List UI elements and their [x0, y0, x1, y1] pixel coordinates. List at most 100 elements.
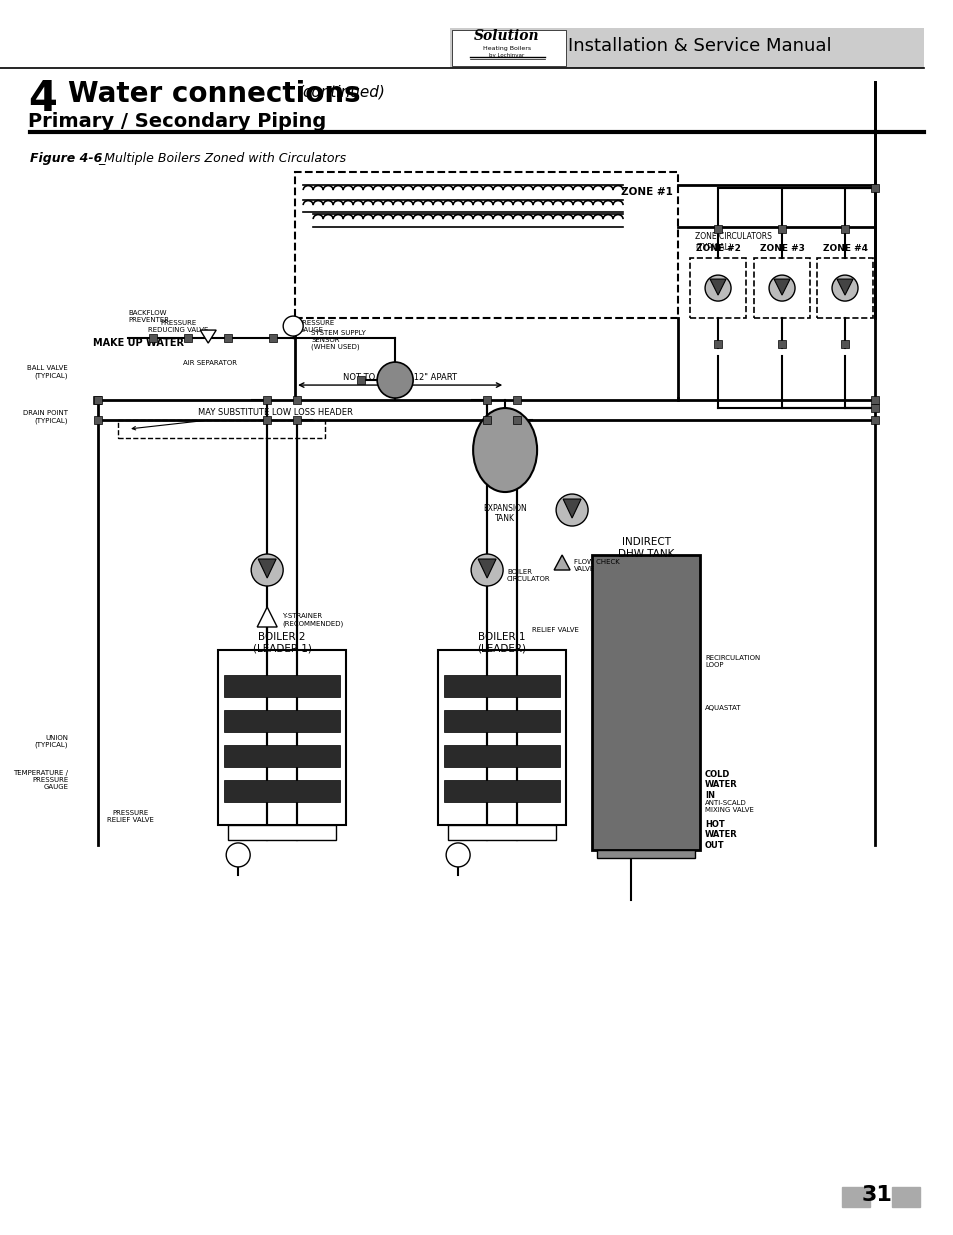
Bar: [224, 781, 340, 802]
Polygon shape: [836, 279, 852, 295]
Bar: [294, 172, 678, 319]
Bar: [597, 850, 695, 858]
Text: ZONE #1: ZONE #1: [620, 188, 673, 198]
Text: SYSTEM SUPPLY
SENSOR
(WHEN USED): SYSTEM SUPPLY SENSOR (WHEN USED): [311, 330, 366, 351]
Bar: [437, 650, 565, 825]
Text: PRESSURE
GAUGE: PRESSURE GAUGE: [298, 320, 335, 333]
Bar: [713, 340, 721, 348]
Text: INDIRECT
DHW TANK: INDIRECT DHW TANK: [618, 537, 674, 558]
Bar: [94, 396, 102, 404]
Text: 31: 31: [861, 1184, 891, 1205]
Bar: [841, 340, 848, 348]
Bar: [452, 30, 565, 67]
Bar: [870, 396, 878, 404]
Text: UNION
(TYPICAL): UNION (TYPICAL): [34, 735, 69, 748]
Text: RECIRCULATION
LOOP: RECIRCULATION LOOP: [704, 655, 760, 668]
Bar: [444, 710, 559, 732]
Circle shape: [446, 844, 470, 867]
Bar: [218, 650, 346, 825]
Bar: [149, 335, 157, 342]
Bar: [841, 225, 848, 233]
Text: NOT TO EXCEED 12" APART: NOT TO EXCEED 12" APART: [343, 373, 456, 382]
Text: BOILER
CIRCULATOR: BOILER CIRCULATOR: [507, 568, 550, 582]
Circle shape: [471, 555, 502, 587]
Bar: [356, 377, 365, 384]
Text: ZONE #3: ZONE #3: [759, 245, 803, 253]
Text: COLD
WATER
IN: COLD WATER IN: [704, 769, 737, 800]
Text: Y-STRAINER
(RECOMMENDED): Y-STRAINER (RECOMMENDED): [282, 614, 343, 626]
Bar: [870, 184, 878, 193]
Bar: [689, 258, 745, 319]
Polygon shape: [562, 499, 580, 517]
Polygon shape: [554, 555, 570, 571]
Text: BOILER 1
(LEADER): BOILER 1 (LEADER): [477, 632, 526, 653]
Text: BACKFLOW
PREVENTER: BACKFLOW PREVENTER: [128, 310, 169, 324]
Text: BOILER 2
(LEADER 1): BOILER 2 (LEADER 1): [253, 632, 312, 653]
Bar: [870, 404, 878, 412]
Bar: [778, 225, 785, 233]
Text: _Multiple Boilers Zoned with Circulators: _Multiple Boilers Zoned with Circulators: [98, 152, 346, 165]
Polygon shape: [477, 559, 496, 578]
Circle shape: [283, 316, 303, 336]
Bar: [224, 676, 340, 697]
Bar: [778, 340, 785, 348]
Circle shape: [704, 275, 730, 301]
Text: FLOW CHECK
VALVE: FLOW CHECK VALVE: [574, 558, 619, 572]
Bar: [224, 710, 340, 732]
Text: AIR SEPARATOR: AIR SEPARATOR: [183, 361, 237, 366]
Text: Heating Boilers: Heating Boilers: [482, 46, 531, 51]
Polygon shape: [258, 559, 275, 578]
Text: Installation & Service Manual: Installation & Service Manual: [568, 37, 831, 56]
Text: Solution: Solution: [474, 30, 539, 43]
Bar: [513, 416, 520, 424]
Text: Figure 4-6: Figure 4-6: [30, 152, 103, 165]
Bar: [224, 335, 232, 342]
Bar: [118, 420, 325, 438]
Bar: [482, 416, 491, 424]
Bar: [444, 676, 559, 697]
Text: ANTI-SCALD
MIXING VALVE: ANTI-SCALD MIXING VALVE: [704, 800, 753, 813]
Polygon shape: [200, 330, 216, 343]
Bar: [448, 825, 556, 840]
Bar: [816, 258, 872, 319]
Text: 4: 4: [29, 78, 57, 120]
Bar: [184, 335, 192, 342]
Bar: [228, 825, 335, 840]
Bar: [269, 335, 277, 342]
Bar: [293, 396, 301, 404]
Text: ZONE CIRCULATORS
(TYPICAL): ZONE CIRCULATORS (TYPICAL): [695, 232, 771, 252]
Text: Primary / Secondary Piping: Primary / Secondary Piping: [29, 112, 326, 131]
Text: (continued): (continued): [298, 84, 386, 99]
Bar: [513, 396, 520, 404]
Circle shape: [831, 275, 857, 301]
Polygon shape: [709, 279, 725, 295]
Text: by Lochinvar: by Lochinvar: [489, 53, 524, 58]
Text: TEMPERATURE /
PRESSURE
GAUGE: TEMPERATURE / PRESSURE GAUGE: [13, 769, 69, 790]
Bar: [263, 416, 271, 424]
Ellipse shape: [473, 408, 537, 492]
Bar: [870, 416, 878, 424]
Circle shape: [251, 555, 283, 587]
Text: RELIEF VALVE: RELIEF VALVE: [532, 627, 578, 634]
Bar: [94, 416, 102, 424]
Circle shape: [768, 275, 794, 301]
Bar: [293, 416, 301, 424]
Bar: [93, 396, 101, 404]
Circle shape: [226, 844, 250, 867]
Bar: [263, 396, 271, 404]
Text: ZONE #4: ZONE #4: [821, 245, 866, 253]
Text: PRESSURE
RELIEF VALVE: PRESSURE RELIEF VALVE: [107, 810, 153, 823]
Text: ZONE #2: ZONE #2: [695, 245, 740, 253]
Polygon shape: [257, 608, 277, 627]
Text: Water connections: Water connections: [69, 80, 360, 109]
Text: HOT
WATER
OUT: HOT WATER OUT: [704, 820, 737, 850]
Bar: [444, 745, 559, 767]
Bar: [713, 225, 721, 233]
Text: MAY SUBSTITUTE LOW LOSS HEADER: MAY SUBSTITUTE LOW LOSS HEADER: [132, 408, 353, 430]
Text: DRAIN POINT
(TYPICAL): DRAIN POINT (TYPICAL): [23, 410, 69, 424]
Bar: [891, 1187, 919, 1207]
Bar: [841, 1187, 869, 1207]
Circle shape: [376, 362, 413, 398]
Text: EXPANSION
TANK: EXPANSION TANK: [483, 504, 526, 524]
Text: PRESSURE
REDUCING VALVE: PRESSURE REDUCING VALVE: [148, 320, 208, 333]
